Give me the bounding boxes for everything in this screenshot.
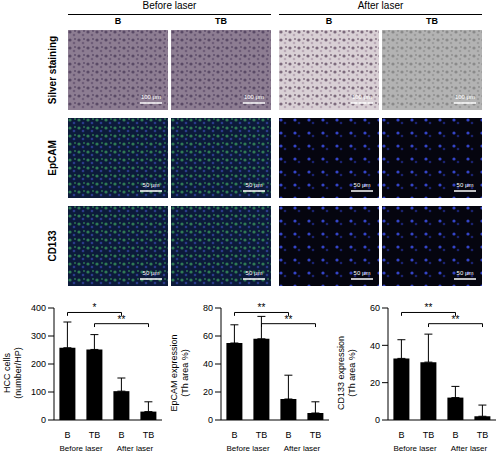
svg-text:*: * (93, 302, 97, 313)
svg-text:100 μm: 100 μm (244, 94, 264, 100)
svg-text:100 μm: 100 μm (455, 94, 475, 100)
html-text:B: B (325, 16, 333, 26)
svg-text:**: ** (118, 314, 126, 325)
html-text:EpCAM expression: EpCAM expression (169, 334, 179, 412)
svg-text:B: B (285, 430, 291, 440)
svg-text:B: B (398, 430, 404, 440)
html-text:TB: TB (215, 16, 227, 26)
svg-text:100: 100 (31, 387, 46, 397)
svg-text:**: ** (285, 314, 293, 325)
svg-text:After laser: After laser (284, 444, 321, 452)
svg-text:50 μm: 50 μm (354, 182, 371, 188)
svg-text:60: 60 (203, 331, 213, 341)
svg-text:40: 40 (370, 341, 380, 351)
html-text:(Th area %): (Th area %) (347, 349, 357, 397)
svg-text:50 μm: 50 μm (457, 182, 474, 188)
svg-text:Before laser: Before laser (393, 444, 436, 452)
svg-text:TB: TB (143, 430, 155, 440)
svg-text:80: 80 (203, 303, 213, 313)
html-text:(Th area %): (Th area %) (180, 349, 190, 397)
svg-text:B: B (118, 430, 124, 440)
svg-text:50 μm: 50 μm (457, 270, 474, 276)
svg-text:B: B (452, 430, 458, 440)
html-text:EpCAM: EpCAM (46, 140, 58, 176)
svg-text:300: 300 (31, 331, 46, 341)
html-text:TB: TB (426, 16, 438, 26)
svg-text:After laser: After laser (451, 444, 488, 452)
svg-text:**: ** (258, 302, 266, 313)
svg-text:400: 400 (31, 303, 46, 313)
svg-text:50 μm: 50 μm (354, 270, 371, 276)
svg-text:Before laser: Before laser (59, 444, 102, 452)
svg-text:0: 0 (41, 415, 46, 425)
svg-text:50 μm: 50 μm (246, 182, 263, 188)
svg-text:20: 20 (203, 387, 213, 397)
svg-text:TB: TB (310, 430, 322, 440)
svg-text:TB: TB (89, 430, 101, 440)
html-text:(number/HP): (number/HP) (13, 347, 23, 399)
svg-text:TB: TB (477, 430, 489, 440)
html-text:CD133: CD133 (46, 230, 58, 262)
html-text:CD133 expression: CD133 expression (336, 336, 346, 410)
html-text:Silver staining: Silver staining (46, 35, 58, 105)
svg-text:TB: TB (256, 430, 268, 440)
html-text:Before laser: Before laser (142, 0, 197, 11)
svg-text:0: 0 (208, 415, 213, 425)
svg-text:0: 0 (375, 415, 380, 425)
svg-text:50 μm: 50 μm (143, 270, 160, 276)
html-text:HCC cells: HCC cells (2, 353, 12, 393)
svg-text:B: B (231, 430, 237, 440)
svg-text:50 μm: 50 μm (143, 182, 160, 188)
svg-text:40: 40 (203, 359, 213, 369)
svg-text:**: ** (425, 302, 433, 313)
svg-text:50 μm: 50 μm (246, 270, 263, 276)
html-text:After laser: After laser (357, 0, 404, 11)
html-text:B: B (114, 16, 122, 26)
svg-text:Before laser: Before laser (226, 444, 269, 452)
svg-text:B: B (64, 430, 70, 440)
svg-text:20: 20 (370, 378, 380, 388)
svg-text:100 μm: 100 μm (141, 94, 161, 100)
svg-text:60: 60 (370, 303, 380, 313)
svg-text:**: ** (452, 314, 460, 325)
svg-text:100 μm: 100 μm (352, 94, 372, 100)
svg-text:200: 200 (31, 359, 46, 369)
svg-text:After laser: After laser (117, 444, 154, 452)
svg-text:TB: TB (423, 430, 435, 440)
